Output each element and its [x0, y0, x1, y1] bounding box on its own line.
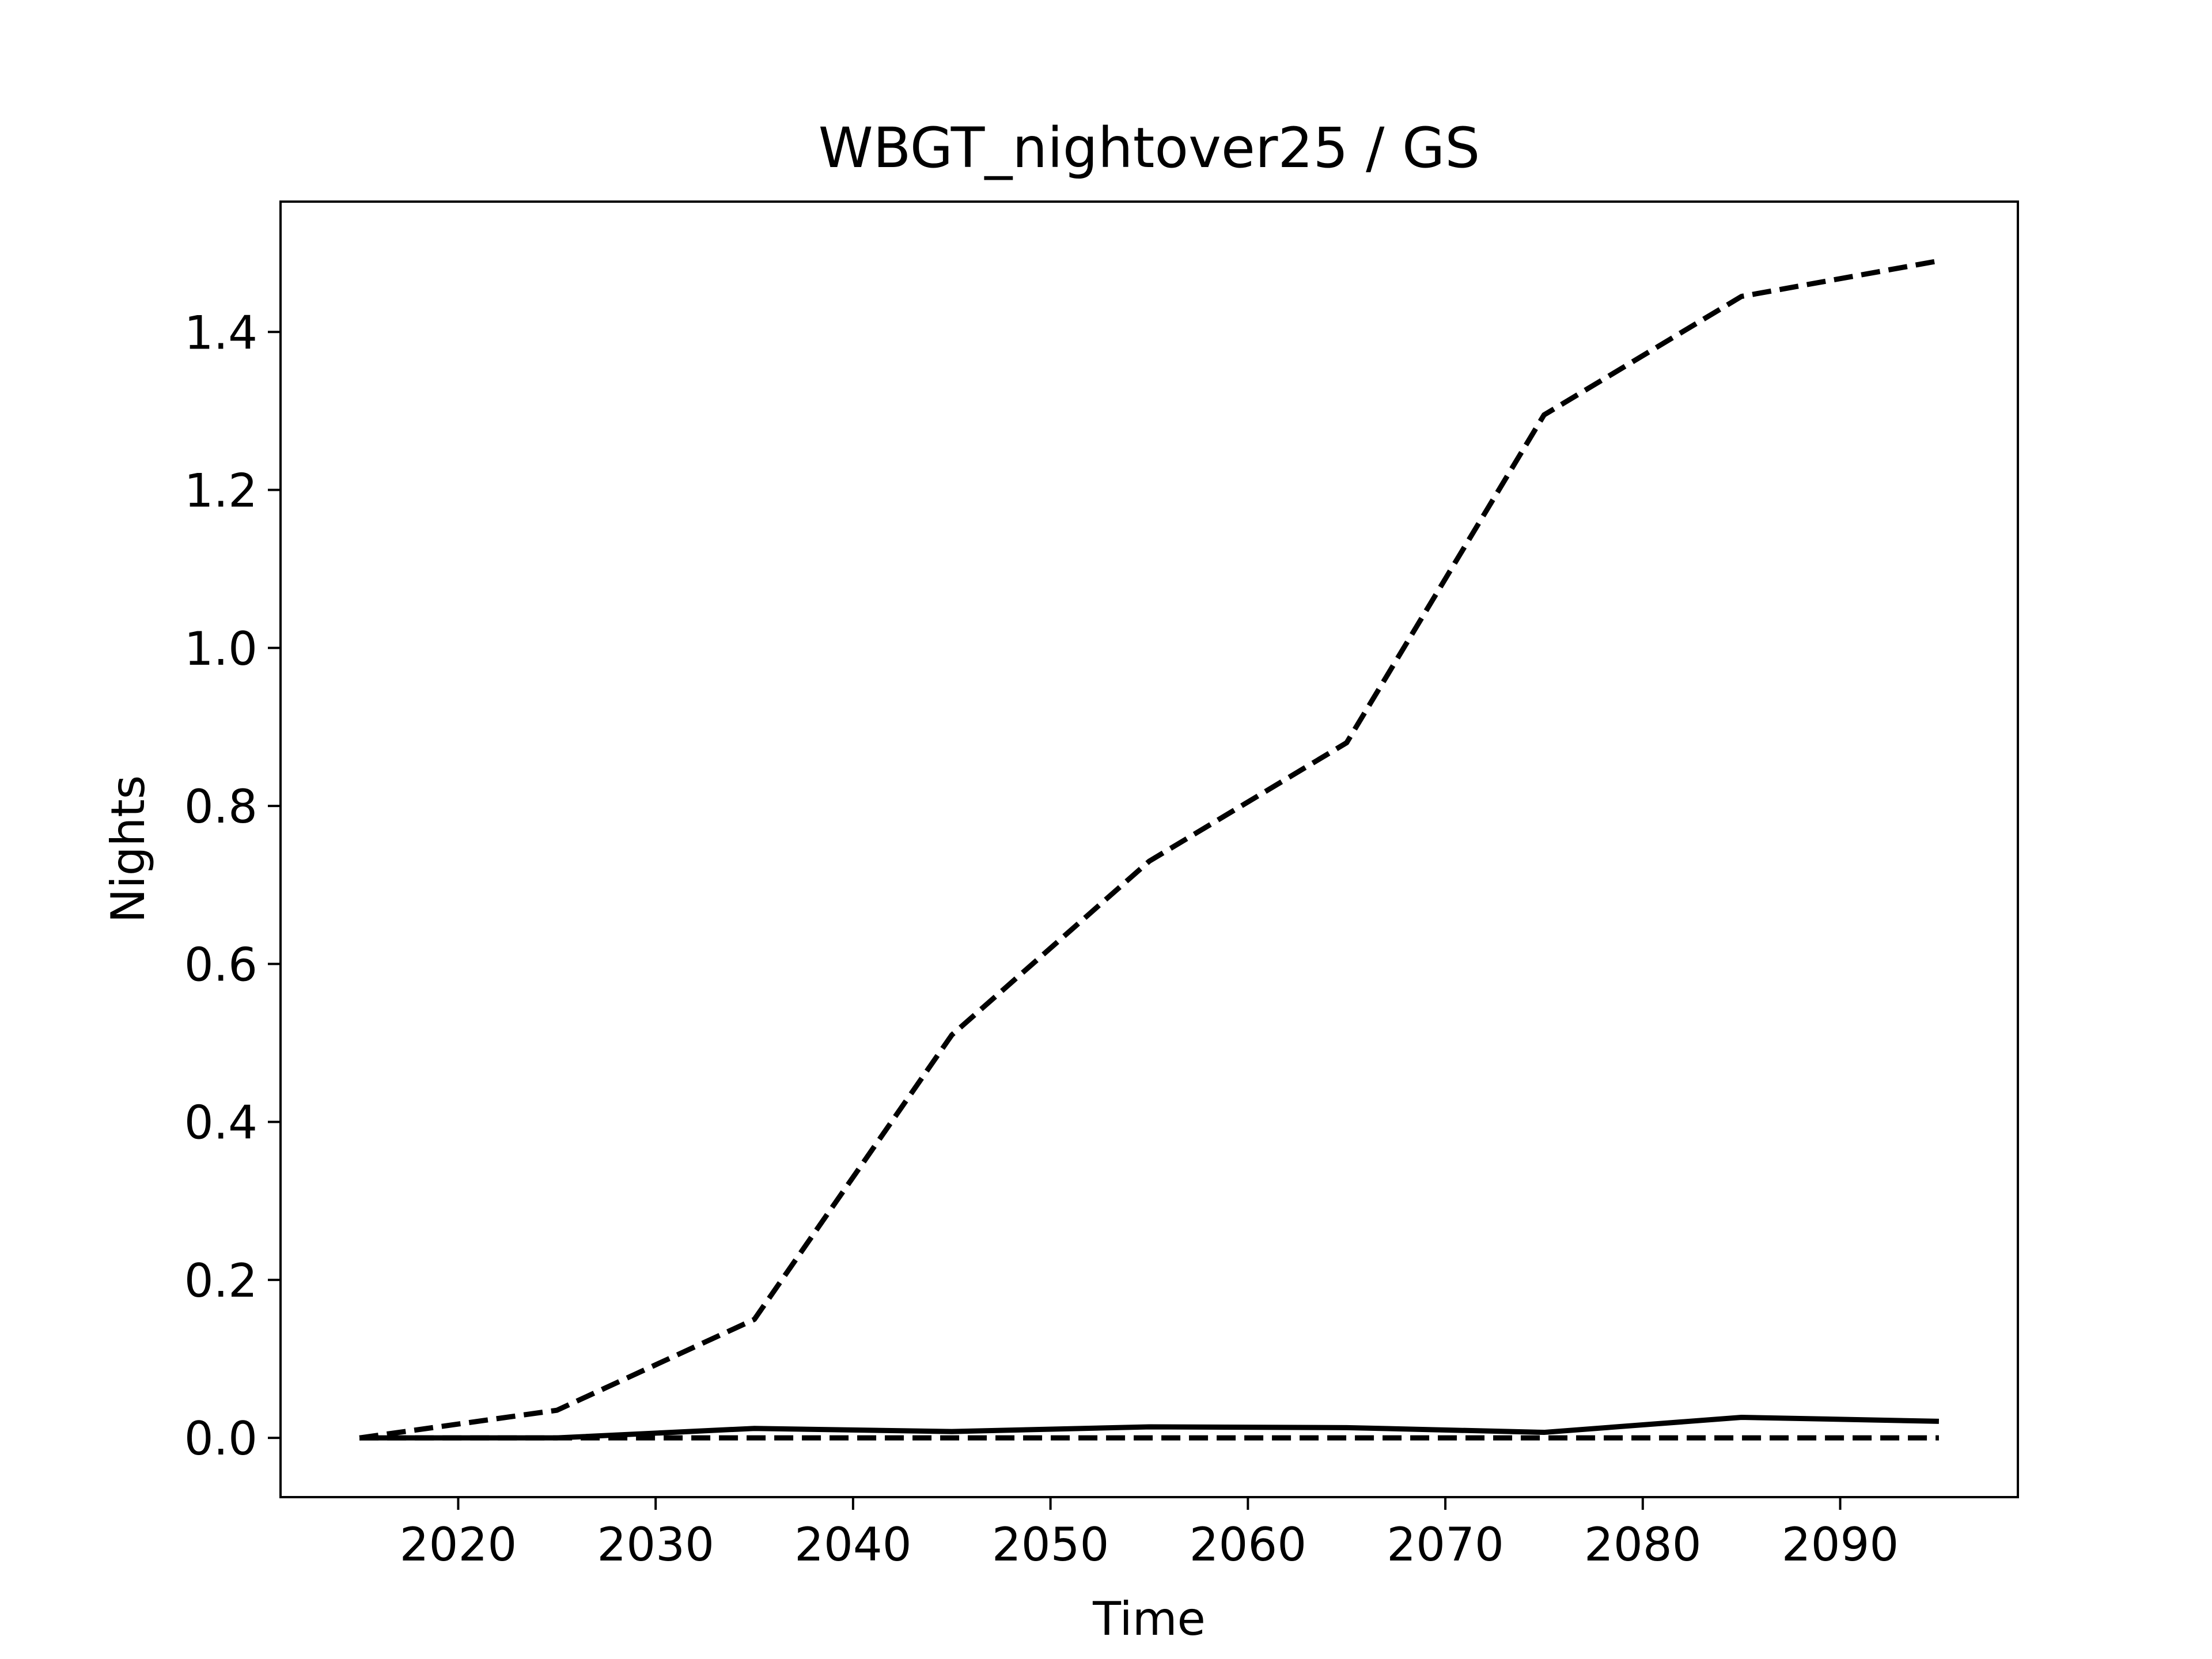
y-tick-label: 0.4 — [184, 1096, 257, 1150]
x-tick-label: 2040 — [794, 1518, 912, 1571]
ticks-layer: 2020 2030 2040 2050 2060 2070 2080 2090 0.0 0.2 0.… — [184, 306, 1899, 1571]
chart-title: WBGT_nightover25 / GS — [819, 116, 1480, 180]
x-tick-label: 2060 — [1190, 1518, 1307, 1571]
x-tick-label: 2050 — [992, 1518, 1109, 1571]
x-axis-label: Time — [1092, 1592, 1206, 1646]
y-axis-label: Nights — [101, 775, 155, 923]
y-tick-label: 0.2 — [184, 1254, 257, 1308]
y-tick-label: 1.2 — [184, 464, 257, 518]
series-layer — [359, 258, 1940, 1441]
x-tick-label: 2030 — [597, 1518, 714, 1571]
x-tick-label: 2090 — [1782, 1518, 1899, 1571]
x-tick-label: 2080 — [1584, 1518, 1702, 1571]
y-tick-label: 1.0 — [184, 622, 257, 676]
x-tick-label: 2070 — [1387, 1518, 1504, 1571]
plot-frame — [279, 200, 2019, 1498]
y-tick-label: 0.6 — [184, 938, 257, 991]
y-tick-label: 0.8 — [184, 780, 257, 834]
series-line-1 — [359, 258, 1940, 1441]
y-tick-label: 1.4 — [184, 306, 257, 359]
y-tick-label: 0.0 — [184, 1412, 257, 1465]
series-line-2 — [359, 1414, 1939, 1441]
x-tick-label: 2020 — [400, 1518, 517, 1571]
